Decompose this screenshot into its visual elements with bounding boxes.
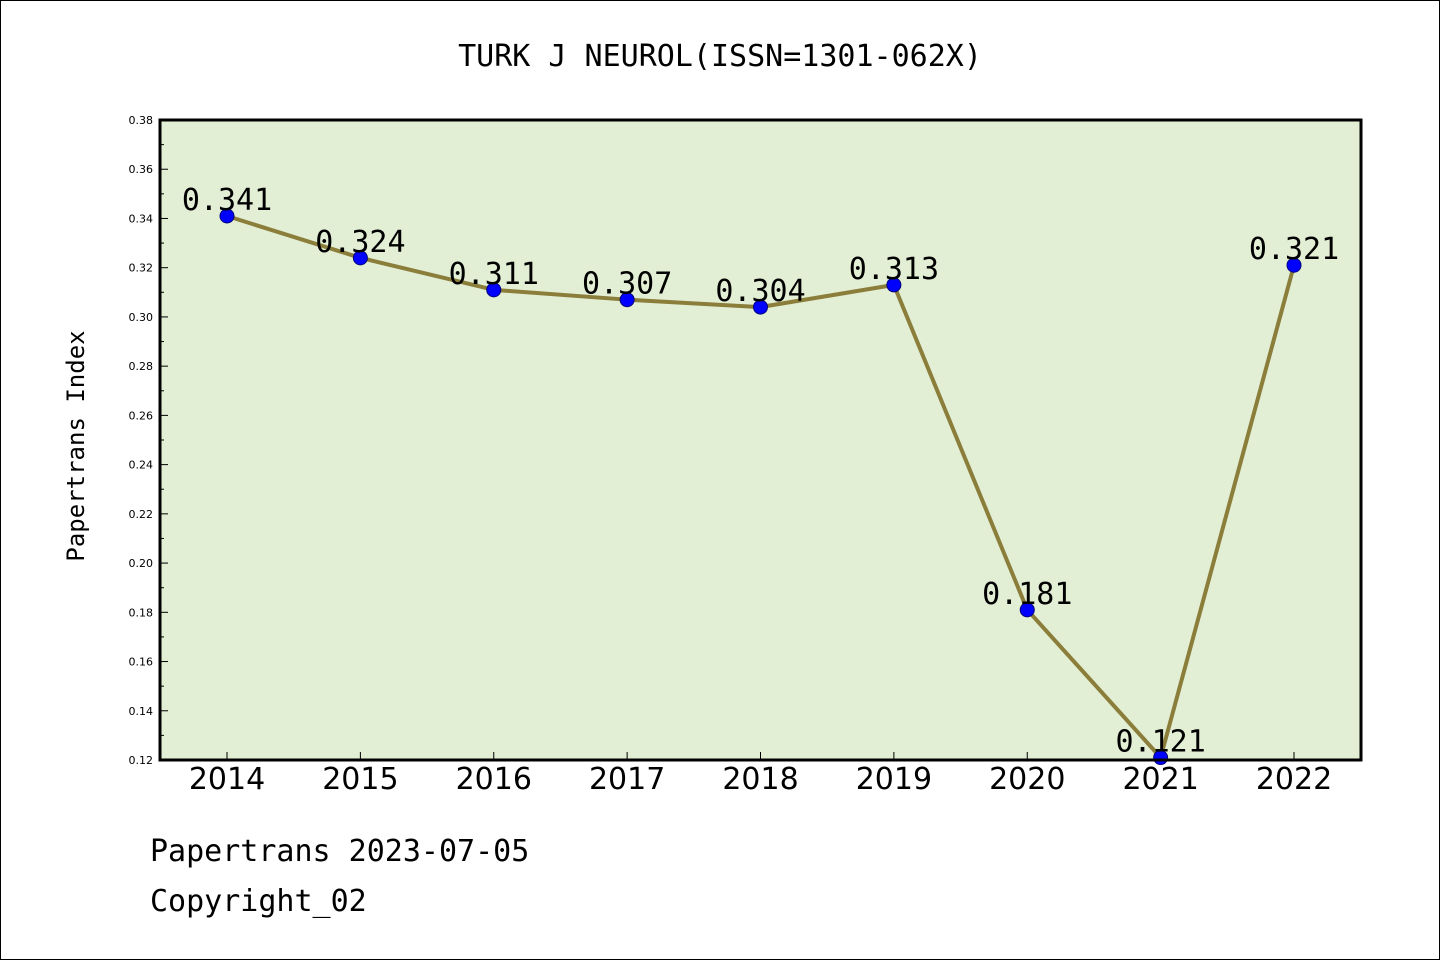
x-tick-label: 2017 xyxy=(589,762,665,797)
y-tick-label: 0.26 xyxy=(129,409,154,422)
y-tick-label: 0.14 xyxy=(129,705,154,718)
footer-date-text: Papertrans 2023-07-05 xyxy=(150,834,530,869)
data-label: 0.311 xyxy=(449,257,539,292)
data-point-marker xyxy=(1286,257,1302,273)
data-labels: 0.341 0.324 0.311 0.307 0.304 0.313 0.181 0.121… xyxy=(182,183,1339,760)
y-tick-label: 0.12 xyxy=(129,754,154,767)
y-tick-label: 0.34 xyxy=(129,212,154,225)
data-label: 0.181 xyxy=(982,577,1072,612)
y-tick-label: 0.38 xyxy=(129,114,154,127)
x-axis: 2014 2015 2016 2017 2018 2019 2020 2021 2022 xyxy=(189,752,1332,797)
x-tick-label: 2018 xyxy=(722,762,798,797)
data-label: 0.324 xyxy=(315,225,405,260)
data-label: 0.321 xyxy=(1249,232,1339,267)
data-point-marker xyxy=(219,208,235,224)
series-layer xyxy=(219,208,1302,766)
y-tick-label: 0.16 xyxy=(129,656,154,669)
plot-area xyxy=(160,120,1361,760)
data-point-marker xyxy=(619,292,635,308)
data-point-marker xyxy=(1019,602,1035,618)
plot-border xyxy=(158,118,1363,762)
x-tick-label: 2022 xyxy=(1256,762,1332,797)
x-tick-label: 2019 xyxy=(856,762,932,797)
data-label: 0.121 xyxy=(1115,725,1205,760)
chart-title: TURK J NEUROL(ISSN=1301-062X) xyxy=(458,39,982,74)
y-tick-label: 0.20 xyxy=(129,557,154,570)
x-tick-label: 2014 xyxy=(189,762,265,797)
y-tick-label: 0.28 xyxy=(129,360,154,373)
y-tick-label: 0.36 xyxy=(129,163,154,176)
x-tick-label: 2020 xyxy=(989,762,1065,797)
x-tick-label: 2021 xyxy=(1122,762,1198,797)
data-point-marker xyxy=(886,277,902,293)
y-tick-label: 0.32 xyxy=(129,262,154,275)
footer-copyright-text: Copyright_02 xyxy=(150,884,367,919)
data-label: 0.307 xyxy=(582,267,672,302)
data-point-marker xyxy=(352,250,368,266)
y-tick-label: 0.24 xyxy=(129,459,154,472)
y-tick-label: 0.18 xyxy=(129,606,154,619)
data-label: 0.304 xyxy=(715,274,805,309)
y-tick-label: 0.22 xyxy=(129,508,154,521)
x-tick-label: 2015 xyxy=(322,762,398,797)
data-label: 0.313 xyxy=(849,252,939,287)
y-axis-label: Papertrans Index xyxy=(62,330,90,561)
x-tick-label: 2016 xyxy=(456,762,532,797)
data-point-marker xyxy=(753,299,768,315)
data-label: 0.341 xyxy=(182,183,272,218)
data-point-marker xyxy=(486,282,502,298)
y-tick-label: 0.30 xyxy=(129,311,154,324)
